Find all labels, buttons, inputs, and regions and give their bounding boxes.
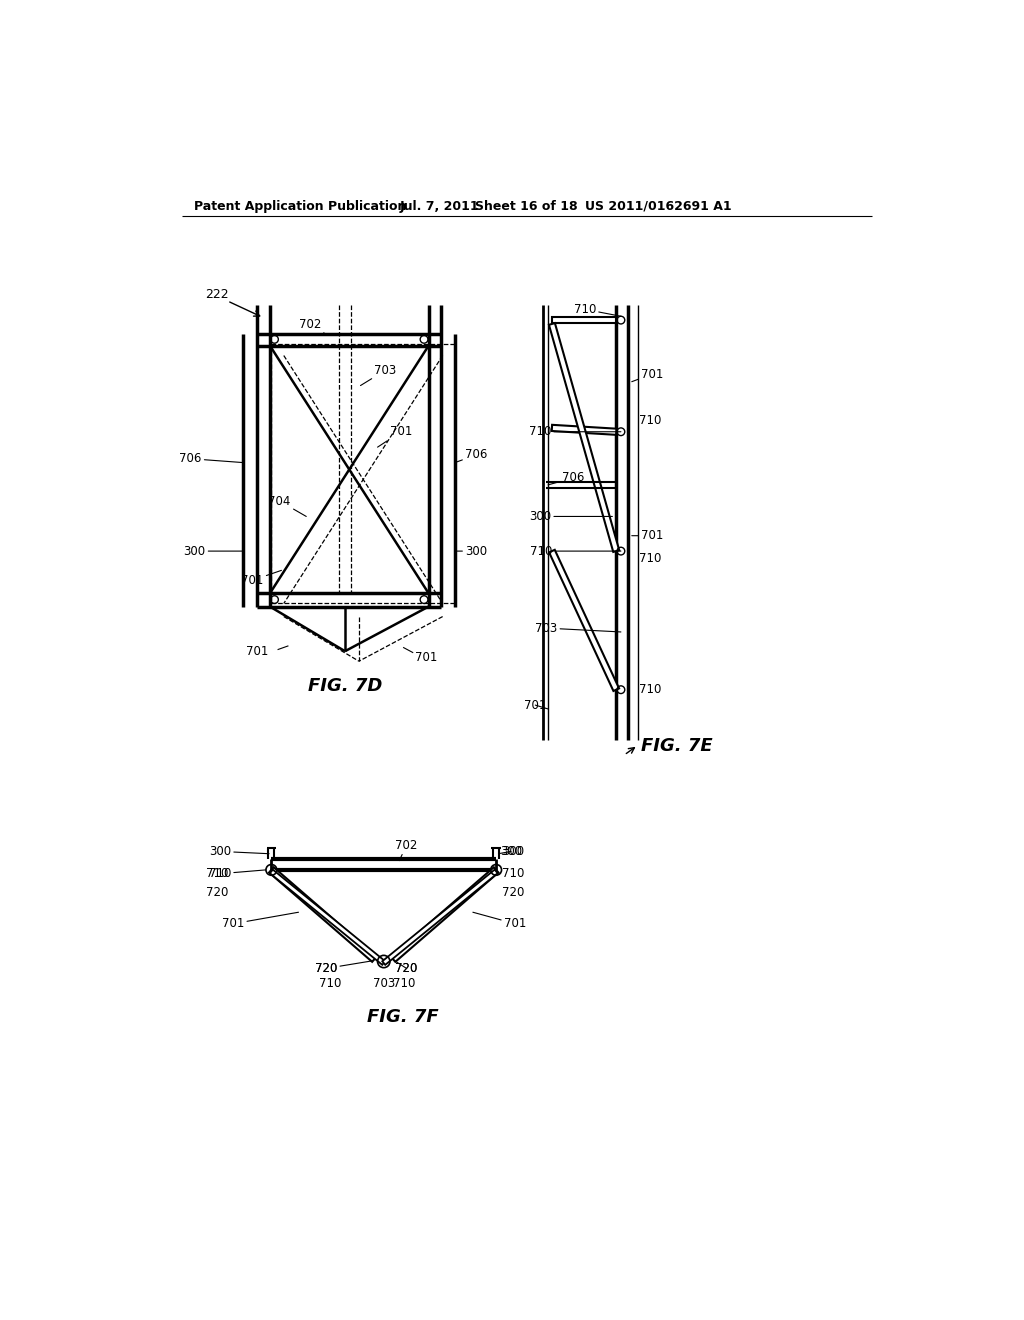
- Text: 706: 706: [455, 449, 487, 462]
- Text: 702: 702: [395, 838, 418, 861]
- Text: 701: 701: [524, 698, 548, 711]
- Text: 710: 710: [503, 867, 524, 880]
- Text: 701: 701: [222, 912, 299, 931]
- Polygon shape: [549, 550, 620, 690]
- Text: 710: 710: [530, 545, 621, 557]
- Text: 710: 710: [393, 977, 416, 990]
- Text: Patent Application Publication: Patent Application Publication: [194, 199, 407, 213]
- Polygon shape: [269, 867, 377, 962]
- Text: 720: 720: [503, 887, 524, 899]
- Text: 720: 720: [394, 961, 418, 975]
- Text: 703: 703: [373, 977, 395, 990]
- Text: 710: 710: [640, 413, 662, 426]
- Text: 300: 300: [529, 510, 612, 523]
- Text: 222: 222: [206, 288, 229, 301]
- Text: 701: 701: [415, 651, 437, 664]
- Text: Sheet 16 of 18: Sheet 16 of 18: [475, 199, 578, 213]
- Text: 701: 701: [632, 367, 664, 381]
- Polygon shape: [552, 317, 616, 323]
- Text: 703: 703: [360, 363, 396, 385]
- Polygon shape: [391, 867, 499, 962]
- Text: 300: 300: [503, 845, 524, 858]
- Text: 720: 720: [314, 962, 337, 975]
- Text: 300: 300: [455, 545, 487, 557]
- Text: 300: 300: [209, 845, 269, 858]
- Text: 702: 702: [299, 318, 326, 334]
- Text: 701: 701: [242, 570, 282, 587]
- Text: 710: 710: [207, 867, 228, 880]
- Text: 710: 710: [573, 302, 621, 317]
- Text: FIG. 7D: FIG. 7D: [308, 677, 382, 694]
- Text: 720: 720: [207, 887, 228, 899]
- Text: 710: 710: [209, 867, 266, 880]
- Polygon shape: [382, 870, 498, 965]
- Text: 701: 701: [378, 425, 413, 447]
- Text: 701: 701: [632, 529, 664, 543]
- Text: 300: 300: [183, 545, 243, 557]
- Text: 710: 710: [640, 684, 662, 696]
- Text: Jul. 7, 2011: Jul. 7, 2011: [399, 199, 479, 213]
- Text: 704: 704: [268, 495, 306, 516]
- Text: 710: 710: [318, 977, 341, 990]
- Text: 300: 300: [499, 845, 522, 858]
- Polygon shape: [552, 425, 616, 434]
- Text: 720: 720: [314, 961, 373, 975]
- Polygon shape: [270, 870, 385, 965]
- Polygon shape: [549, 323, 620, 552]
- Text: 720: 720: [395, 962, 418, 975]
- Text: 706: 706: [179, 453, 243, 465]
- Text: 703: 703: [536, 622, 621, 635]
- Text: 710: 710: [640, 552, 662, 565]
- Text: 701: 701: [473, 912, 526, 931]
- Text: FIG. 7F: FIG. 7F: [368, 1008, 439, 1026]
- Text: 710: 710: [528, 425, 621, 438]
- Text: 706: 706: [548, 471, 585, 484]
- Text: US 2011/0162691 A1: US 2011/0162691 A1: [586, 199, 732, 213]
- Text: FIG. 7E: FIG. 7E: [641, 737, 713, 755]
- Text: 701: 701: [246, 644, 268, 657]
